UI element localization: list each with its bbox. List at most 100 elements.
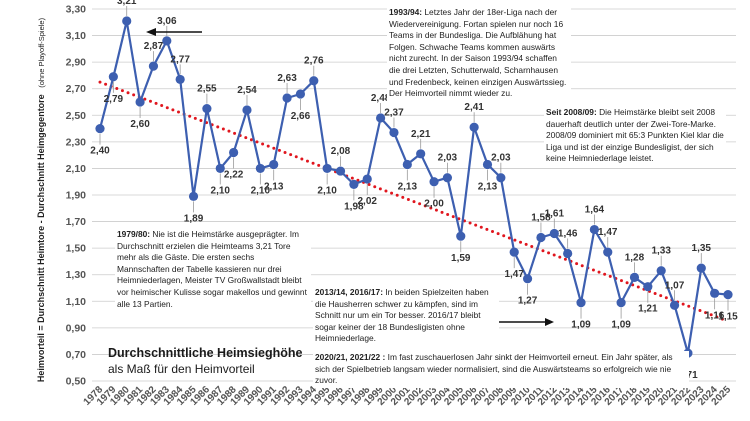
data-label: 2,02 [357,196,377,207]
data-label: 2,13 [264,181,284,192]
annotation-1979: 1979/80: Nie ist die Heimstärke ausgeprä… [115,228,311,312]
chart-subtitle: als Maß für den Heimvorteil [108,362,255,376]
data-point [469,122,479,132]
annotation-2013-text: In beiden Spielzeiten haben die Hausherr… [315,287,489,344]
data-label: 1,59 [451,253,471,264]
data-label: 1,98 [344,201,364,212]
y-axis-label-note: (ohne Playoff-Spiele) [37,17,46,87]
data-label: 2,21 [411,129,431,140]
data-label: 2,03 [491,153,511,164]
y-tick-label: 2,70 [66,83,87,95]
data-point [522,274,533,284]
data-label: 1,61 [545,209,565,220]
data-point [335,166,346,176]
data-point [295,89,306,99]
data-label: 1,47 [598,227,618,238]
annotation-2008-text: Die Heimstärke bleibt seit 2008 dauerhaf… [546,107,724,164]
annotation-2020-text: Im fast zuschauerlosen Jahr sinkt der He… [315,352,673,386]
series-line [98,19,729,355]
annotation-2020: 2020/21, 2021/22 : Im fast zuschauerlose… [313,351,689,388]
data-label: 2,87 [144,41,164,52]
data-point [629,272,640,282]
y-tick-label: 1,30 [66,269,87,281]
data-point [616,298,626,308]
data-label: 2,10 [317,185,337,196]
trend-line [98,80,730,323]
data-point [402,159,412,170]
y-tick-label: 2,50 [66,110,87,122]
y-tick-label: 2,10 [66,163,87,175]
data-point [496,173,506,183]
data-point [188,191,199,201]
annotation-2013: 2013/14, 2016/17: In beiden Spielzeiten … [313,286,499,346]
data-label: 1,27 [518,296,538,307]
data-point [362,174,372,184]
data-point [429,177,439,187]
chart-title: Durchschnittliche Heimsieghöhe [108,346,303,360]
data-point [710,288,720,298]
data-point [162,36,172,46]
data-point [603,247,613,257]
data-label: 2,77 [170,54,190,65]
data-label: 2,60 [130,119,150,130]
data-point [255,163,265,174]
data-point [389,127,399,138]
data-point [269,159,279,170]
data-point [122,16,132,26]
data-point [202,104,212,114]
data-point [696,263,706,273]
data-point [322,163,332,174]
annotation-1979-text: Nie ist die Heimstärke ausgeprägter. Im … [117,229,307,309]
data-label: 1,09 [611,320,631,331]
data-label: 3,21 [117,0,137,7]
data-label: 2,10 [251,185,271,196]
data-label: 2,54 [237,85,257,96]
data-point [563,248,573,259]
data-point [375,113,386,123]
data-point [242,105,252,115]
y-tick-label: 0,50 [66,376,87,388]
data-label: 1,47 [504,269,524,280]
data-point [442,173,453,183]
y-tick-label: 1,50 [66,243,87,255]
data-point [215,163,225,174]
data-point [576,298,586,308]
data-point [229,147,239,158]
y-tick-label: 3,10 [66,30,87,42]
y-tick-label: 3,30 [66,4,87,16]
annotation-1979-head: 1979/80: [117,229,151,239]
trend-line-group [98,80,730,323]
data-label: 3,06 [157,16,177,27]
data-label: 2,66 [291,111,311,122]
data-label: 1,15 [718,312,738,323]
data-label: 2,13 [478,181,498,192]
data-label: 2,48 [371,93,391,104]
data-label: 2,08 [331,146,351,157]
data-label: 2,00 [424,199,444,210]
data-point [456,231,466,241]
data-label: 2,40 [90,146,110,157]
y-axis-label: Heimvorteil = Durchschnitt Heimtore - Du… [36,17,46,382]
data-point [309,76,319,86]
y-axis-label-main: Heimvorteil = Durchschnitt Heimtore - Du… [36,94,46,382]
data-point [175,74,185,85]
data-point [536,232,546,243]
data-label: 2,03 [438,153,458,164]
data-label: 2,41 [464,102,484,113]
data-label: 1,21 [638,304,658,315]
annotation-1993-head: 1993/94: [389,7,423,17]
chart-title-box: Durchschnittliche Heimsieghöhe als Maß f… [108,346,318,376]
data-label: 1,33 [651,246,671,257]
y-tick-labels: 0,50 0,70 0,90 1,10 1,30 1,50 1,70 1,90 2,10 2,30… [66,4,87,388]
data-point [282,93,292,103]
annotation-2008-head: Seit 2008/09: [546,107,597,117]
data-label: 1,89 [184,213,204,224]
data-point [135,97,145,107]
y-tick-label: 0,90 [66,322,87,334]
data-label: 2,13 [398,181,418,192]
data-point [589,224,599,235]
y-tick-label: 1,70 [66,216,87,228]
data-label: 1,16 [705,310,725,321]
series-line-group [98,19,729,355]
